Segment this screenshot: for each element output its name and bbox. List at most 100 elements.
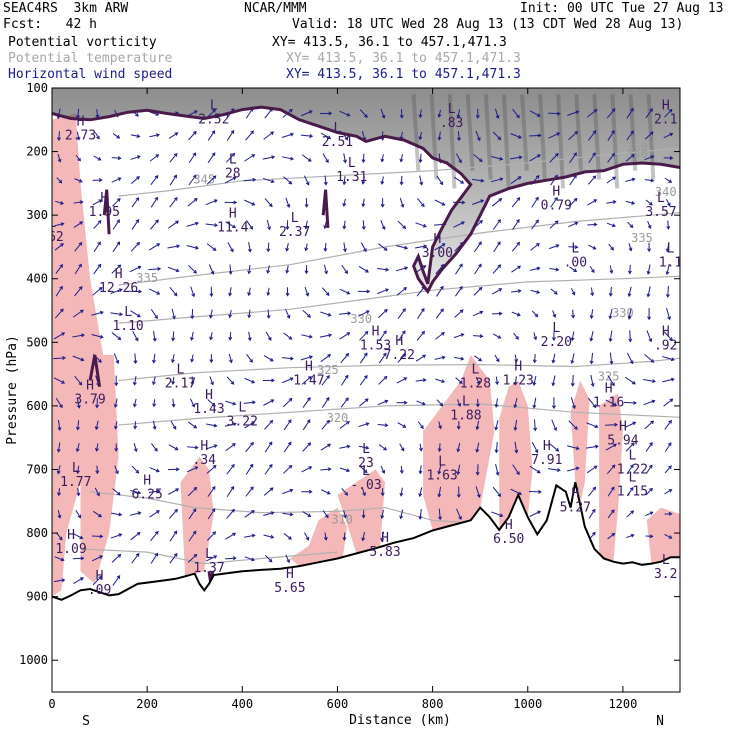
wind-vector xyxy=(53,579,65,583)
wind-vector-head xyxy=(361,226,366,231)
wind-vector xyxy=(226,509,235,519)
wind-vector xyxy=(434,199,445,206)
wind-vector xyxy=(534,354,536,363)
theta-label: 340 xyxy=(655,185,677,199)
wind-vector-head xyxy=(556,111,561,116)
wind-vector-head xyxy=(230,248,234,253)
wind-vector xyxy=(419,487,423,497)
wind-vector-head xyxy=(57,158,62,163)
wind-vector xyxy=(455,263,463,275)
wind-vector-head xyxy=(533,427,538,432)
wind-vector-head xyxy=(133,448,138,453)
wind-vector xyxy=(359,109,368,118)
wind-vector xyxy=(187,110,198,117)
wind-vector xyxy=(551,419,557,431)
wind-vector xyxy=(531,197,539,208)
wind-vector xyxy=(377,424,388,426)
theta-label: 340 xyxy=(626,147,648,161)
wind-vector xyxy=(664,177,672,183)
x-tick-label: 200 xyxy=(136,697,158,711)
extremum-type: H xyxy=(96,569,104,584)
wind-vector xyxy=(264,108,273,119)
wind-vector-head xyxy=(134,337,139,342)
wind-vector-head xyxy=(666,202,671,207)
wind-vector xyxy=(625,154,635,162)
extremum-value: .00 xyxy=(564,256,587,271)
wind-vector-head xyxy=(668,489,673,493)
wind-vector-head xyxy=(289,512,294,517)
wind-vector-head xyxy=(480,178,485,183)
wind-vector xyxy=(362,176,365,184)
wind-vector xyxy=(626,487,634,497)
wind-vector xyxy=(400,465,403,474)
wind-vector-head xyxy=(361,159,366,164)
wind-vector-head xyxy=(649,534,654,539)
wind-vector-head xyxy=(230,381,235,385)
wind-vector-head xyxy=(534,313,539,318)
wind-vector-head xyxy=(518,155,523,160)
wind-vector-head xyxy=(535,174,540,179)
wind-vector-head xyxy=(555,447,560,452)
wind-vector xyxy=(207,152,216,164)
extremum-type: L xyxy=(571,242,579,257)
wind-vector xyxy=(473,287,483,296)
wind-vector xyxy=(339,332,350,340)
wind-vector-head xyxy=(556,468,561,472)
wind-vector-head xyxy=(288,464,293,469)
wind-vector xyxy=(645,465,653,474)
wind-vector-head xyxy=(437,470,442,475)
wind-vector xyxy=(362,531,366,541)
wind-vector-head xyxy=(513,404,518,409)
wind-vector-head xyxy=(57,492,61,497)
wind-vector-head xyxy=(251,510,255,514)
wind-vector-head xyxy=(495,471,500,476)
wind-vector xyxy=(662,378,674,383)
wind-vector-head xyxy=(346,468,351,473)
y-tick-label: 700 xyxy=(26,462,48,476)
wind-vector xyxy=(358,422,369,428)
wind-vector-head xyxy=(346,290,351,295)
wind-vector xyxy=(322,510,329,518)
wind-vector xyxy=(339,421,350,429)
wind-vector-head xyxy=(553,291,558,295)
wind-vector-head xyxy=(441,355,446,360)
extremum-value: 3.00 xyxy=(422,246,453,261)
wind-vector xyxy=(495,376,498,385)
wind-vector xyxy=(245,442,254,453)
wind-vector-head xyxy=(575,110,580,115)
wind-vector xyxy=(643,378,656,382)
wind-vector-head xyxy=(250,441,254,446)
center-title: NCAR/MMM xyxy=(244,1,307,16)
x-tick-label: 400 xyxy=(231,697,253,711)
wind-vector xyxy=(343,532,346,541)
wind-vector-head xyxy=(307,314,311,318)
wind-vector xyxy=(628,243,632,251)
wind-vector-head xyxy=(518,491,523,496)
wind-vector-head xyxy=(288,336,293,340)
pv-contour xyxy=(321,189,330,228)
wind-vector-head xyxy=(328,333,333,338)
wind-vector-head xyxy=(252,177,257,182)
wind-vector xyxy=(381,509,384,519)
stratosphere-streak xyxy=(483,94,493,180)
wind-vector xyxy=(210,309,213,318)
wind-vector-head xyxy=(380,180,385,185)
wind-vector xyxy=(248,309,251,318)
wind-vector-head xyxy=(173,292,178,297)
wind-vector xyxy=(168,220,179,229)
wind-vector xyxy=(111,512,122,516)
wind-vector xyxy=(377,400,388,406)
wind-vector-head xyxy=(154,174,159,179)
wind-vector-head xyxy=(668,511,673,516)
wind-vector xyxy=(378,243,388,251)
wind-vector-head xyxy=(233,200,238,205)
wind-vector xyxy=(607,509,615,519)
wind-vector-head xyxy=(268,203,273,208)
wind-vector-head xyxy=(228,292,233,297)
model-title: SEAC4RS 3km ARW xyxy=(3,1,129,16)
wind-vector xyxy=(400,154,403,162)
theta-label: 325 xyxy=(317,363,339,377)
wind-vector xyxy=(187,198,198,207)
wind-vector xyxy=(588,509,596,519)
wind-vector-head xyxy=(593,199,598,203)
